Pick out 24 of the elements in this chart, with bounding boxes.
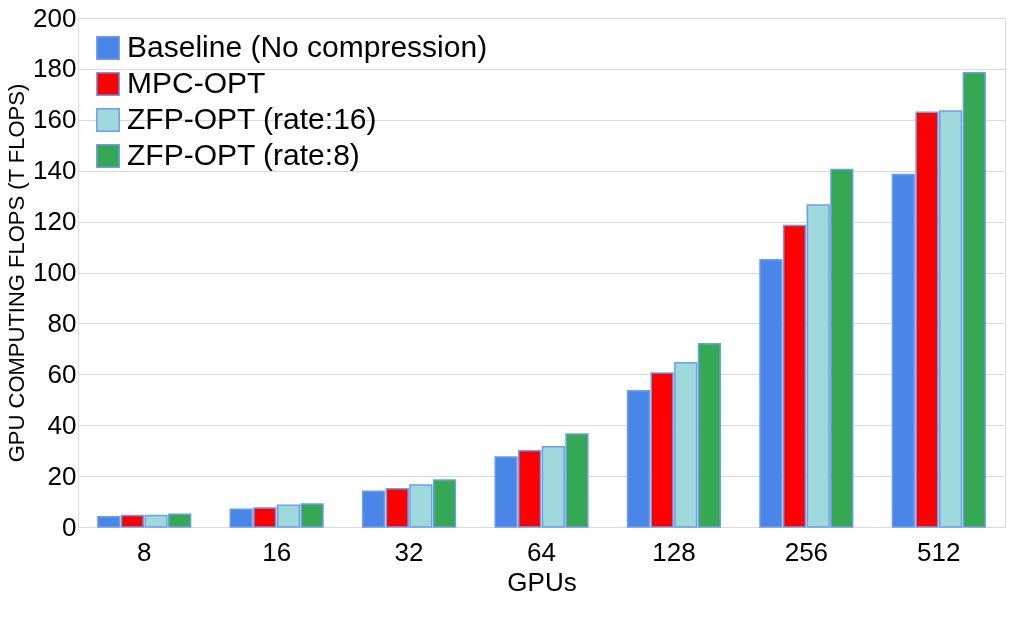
x-tick-label: 32 [394, 536, 424, 567]
y-tick-label: 40 [47, 409, 77, 440]
y-tick-label: 180 [33, 53, 77, 84]
y-tick-label: 20 [47, 460, 77, 491]
legend-label: Baseline (No compression) [127, 30, 488, 63]
x-tick-label: 128 [652, 536, 696, 567]
legend-label: ZFP-OPT (rate:16) [127, 102, 377, 135]
y-tick-label: 160 [33, 104, 77, 135]
legend-label: ZFP-OPT (rate:8) [127, 138, 360, 171]
y-tick-label: 140 [33, 155, 77, 186]
y-axis-title: GPU COMPUTING FLOPS (T FLOPS) [4, 83, 30, 463]
x-axis-title: GPUs [507, 566, 577, 597]
y-tick-label: 100 [33, 257, 77, 287]
x-tick-label: 16 [262, 536, 292, 567]
legend-label: MPC-OPT [127, 66, 266, 99]
y-tick-label: 120 [33, 206, 77, 237]
y-tick-label: 60 [47, 358, 77, 389]
y-tick-label: 80 [47, 307, 77, 338]
y-tick-label: 200 [33, 2, 77, 33]
y-tick-label: 0 [62, 511, 77, 542]
x-tick-label: 256 [784, 536, 829, 567]
x-tick-label: 64 [527, 536, 556, 567]
x-tick-label: 512 [917, 536, 961, 567]
x-tick-label: 8 [136, 536, 152, 567]
